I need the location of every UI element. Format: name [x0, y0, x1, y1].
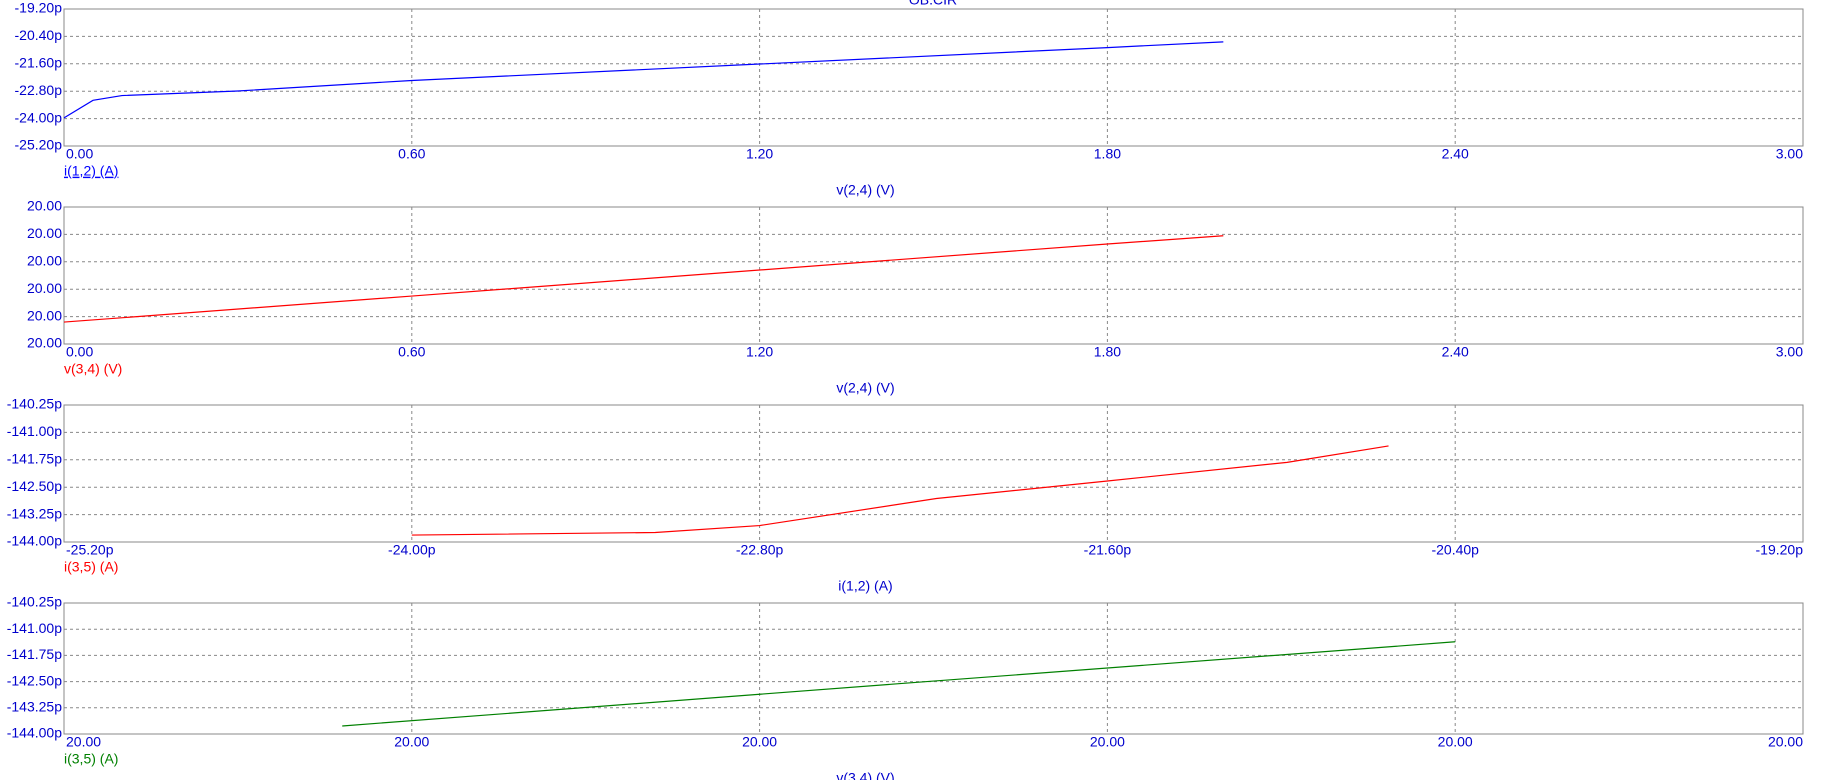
- y-tick-label: -19.20p: [15, 0, 63, 16]
- y-tick-label: -140.25p: [7, 594, 62, 610]
- x-tick-label: 20.00: [394, 734, 429, 750]
- y-tick-label: -143.25p: [7, 699, 62, 715]
- y-tick-label: -141.75p: [7, 646, 62, 662]
- x-tick-label: 3.00: [1776, 146, 1803, 162]
- y-tick-label: -143.25p: [7, 505, 62, 521]
- x-tick-label: 1.20: [746, 146, 773, 162]
- y-tick-label: 20.00: [27, 280, 62, 296]
- y-tick-label: -20.40p: [15, 27, 63, 43]
- x-tick-label: 20.00: [1768, 734, 1803, 750]
- x-tick-label: 20.00: [742, 734, 777, 750]
- chart-title: OB.CIR: [909, 0, 957, 8]
- x-tick-label: -25.20p: [66, 542, 114, 558]
- x-tick-label: -19.20p: [1756, 542, 1804, 558]
- x-tick-label: 3.00: [1776, 344, 1803, 360]
- x-tick-label: 2.40: [1442, 146, 1469, 162]
- series-line: [63, 41, 1224, 119]
- y-tick-label: -22.80p: [15, 82, 63, 98]
- x-tick-label: 0.00: [66, 344, 93, 360]
- x-tick-label: 0.00: [66, 146, 93, 162]
- y-tick-label: -142.50p: [7, 672, 62, 688]
- y-tick-label: -21.60p: [15, 55, 63, 71]
- x-tick-label: 1.80: [1094, 344, 1121, 360]
- y-tick-label: -140.25p: [7, 396, 62, 412]
- plot-frame: [63, 206, 1804, 345]
- series-line: [411, 445, 1389, 536]
- plot-frame: [63, 8, 1804, 147]
- y-tick-label: -144.00p: [7, 533, 62, 549]
- x-tick-label: -21.60p: [1084, 542, 1132, 558]
- x-tick-label: -20.40p: [1431, 542, 1479, 558]
- x-tick-label: 1.80: [1094, 146, 1121, 162]
- x-axis-label: v(2,4) (V): [836, 380, 894, 396]
- y-tick-label: -144.00p: [7, 725, 62, 741]
- series-line: [63, 235, 1224, 323]
- series-label: i(3,5) (A): [64, 751, 118, 767]
- y-tick-label: -141.75p: [7, 451, 62, 467]
- x-tick-label: 20.00: [1090, 734, 1125, 750]
- plot-frame: [63, 404, 1804, 543]
- y-tick-label: 20.00: [27, 335, 62, 351]
- y-tick-label: -142.50p: [7, 478, 62, 494]
- x-axis-label: i(1,2) (A): [838, 578, 892, 594]
- series-line: [342, 641, 1456, 727]
- x-axis-label: v(3,4) (V): [836, 770, 894, 780]
- x-tick-label: 2.40: [1442, 344, 1469, 360]
- series-label: v(3,4) (V): [64, 361, 122, 377]
- x-tick-label: 1.20: [746, 344, 773, 360]
- x-tick-label: 0.60: [398, 146, 425, 162]
- x-tick-label: -22.80p: [736, 542, 784, 558]
- plot-frame: [63, 602, 1804, 735]
- x-tick-label: 0.60: [398, 344, 425, 360]
- y-tick-label: -141.00p: [7, 423, 62, 439]
- y-tick-label: 20.00: [27, 253, 62, 269]
- y-tick-label: -24.00p: [15, 109, 63, 125]
- y-tick-label: 20.00: [27, 198, 62, 214]
- x-tick-label: 20.00: [1438, 734, 1473, 750]
- series-label: i(3,5) (A): [64, 559, 118, 575]
- series-label: i(1,2) (A): [64, 163, 118, 179]
- x-tick-label: 20.00: [66, 734, 101, 750]
- x-axis-label: v(2,4) (V): [836, 182, 894, 198]
- y-tick-label: -141.00p: [7, 620, 62, 636]
- x-tick-label: -24.00p: [388, 542, 436, 558]
- y-tick-label: -25.20p: [15, 137, 63, 153]
- y-tick-label: 20.00: [27, 225, 62, 241]
- y-tick-label: 20.00: [27, 307, 62, 323]
